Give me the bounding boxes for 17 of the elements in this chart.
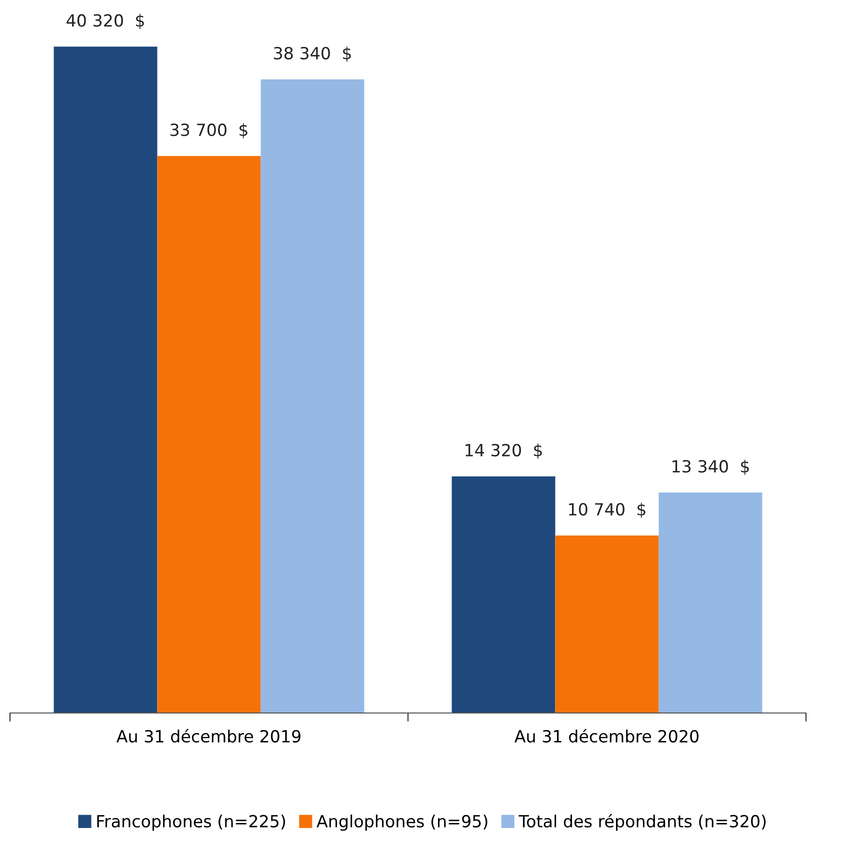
data-label: 40 320 $ — [66, 14, 144, 29]
bar — [157, 156, 261, 713]
legend-label: Anglophones (n=95) — [316, 814, 488, 831]
data-label: 14 320 $ — [466, 444, 542, 459]
x-tick-label: Au 31 décembre 2020 — [514, 729, 699, 743]
legend-label: Total des répondants (n=320) — [518, 814, 766, 831]
data-label: 38 340 $ — [274, 46, 351, 62]
bar — [54, 46, 158, 713]
data-label: 10 740 $ — [569, 502, 646, 518]
bar — [260, 79, 364, 713]
legend-label: Francophones (n=225) — [97, 814, 286, 831]
data-label: 33 700 $ — [170, 123, 248, 138]
bar — [658, 492, 762, 713]
x-tick-label: Au 31 décembre 2019 — [116, 729, 300, 743]
data-label: 13 340 $ — [672, 460, 749, 475]
bar — [555, 536, 659, 713]
bar — [452, 476, 556, 713]
